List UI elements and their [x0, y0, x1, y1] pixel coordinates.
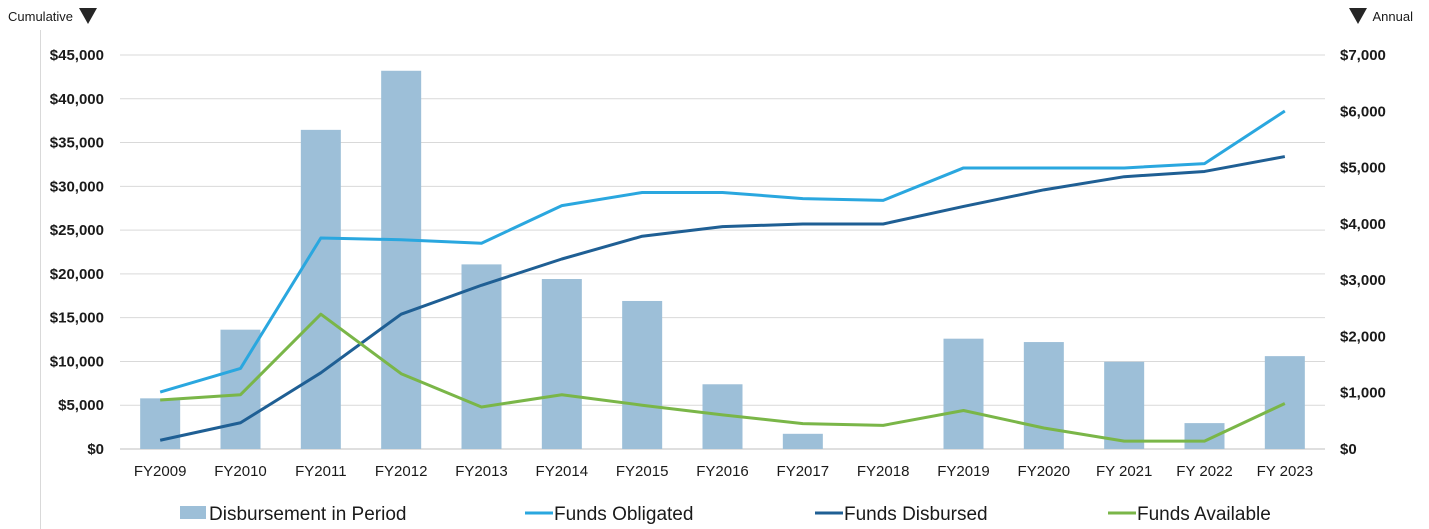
bar [300, 129, 341, 450]
x-tick-label: FY2012 [375, 463, 428, 480]
x-tick-label: FY2010 [214, 463, 267, 480]
cumulative-axis-header: Cumulative [8, 8, 98, 24]
y-right-tick-label: $7,000 [1340, 47, 1386, 64]
legend-label: Funds Available [1137, 504, 1271, 525]
bar [381, 70, 422, 449]
y-right-tick-label: $3,000 [1340, 272, 1386, 289]
annual-axis-header: Annual [1348, 8, 1413, 24]
bar [782, 433, 823, 449]
bar [943, 338, 984, 449]
x-tick-label: FY2017 [777, 463, 830, 480]
series-line-funds-obligated [159, 109, 1286, 394]
bar [622, 300, 663, 449]
x-tick-label: FY2015 [616, 463, 669, 480]
bar [461, 264, 502, 449]
triangle-down-icon [79, 8, 98, 24]
y-right-tick-label: $2,000 [1340, 328, 1386, 345]
x-tick-label: FY2013 [455, 463, 508, 480]
x-tick-label: FY2018 [857, 463, 910, 480]
triangle-down-icon [1348, 8, 1367, 24]
x-tick-label: FY 2021 [1096, 463, 1152, 480]
x-tick-label: FY2014 [536, 463, 589, 480]
bar [140, 398, 181, 449]
cumulative-label: Cumulative [8, 8, 74, 24]
y-right-tick-label: $1,000 [1340, 385, 1386, 402]
x-tick-label: FY2009 [134, 463, 187, 480]
y-left-tick-label: $45,000 [50, 47, 104, 64]
y-left-tick-label: $10,000 [50, 353, 104, 370]
legend-label: Disbursement in Period [209, 504, 406, 525]
y-right-tick-label: $6,000 [1340, 103, 1386, 120]
y-left-tick-label: $20,000 [50, 266, 104, 283]
legend-label: Funds Disbursed [844, 504, 988, 525]
y-right-tick-label: $4,000 [1340, 216, 1386, 233]
x-tick-label: FY2016 [696, 463, 749, 480]
legend-label: Funds Obligated [554, 504, 693, 525]
x-tick-label: FY 2023 [1257, 463, 1313, 480]
y-left-tick-label: $40,000 [50, 91, 104, 108]
y-right-tick-label: $0 [1340, 441, 1357, 458]
y-left-tick-label: $35,000 [50, 135, 104, 152]
legend-swatch-bar [180, 506, 206, 519]
y-left-tick-label: $25,000 [50, 222, 104, 239]
y-left-tick-label: $15,000 [50, 310, 104, 327]
y-right-tick-label: $5,000 [1340, 160, 1386, 177]
series-line-funds-available [160, 312, 1286, 443]
left-divider [40, 30, 41, 529]
y-left-tick-label: $0 [87, 441, 104, 458]
bar [1264, 356, 1305, 449]
bar [1104, 361, 1145, 449]
bar [541, 279, 582, 449]
x-tick-label: FY 2022 [1176, 463, 1232, 480]
bar [1023, 342, 1064, 449]
annual-label: Annual [1372, 8, 1413, 24]
series-line-funds-disbursed [159, 155, 1286, 442]
y-left-tick-label: $5,000 [58, 397, 104, 414]
x-tick-label: FY2019 [937, 463, 990, 480]
y-left-tick-label: $30,000 [50, 178, 104, 195]
x-tick-label: FY2020 [1018, 463, 1071, 480]
x-tick-label: FY2011 [295, 463, 346, 480]
